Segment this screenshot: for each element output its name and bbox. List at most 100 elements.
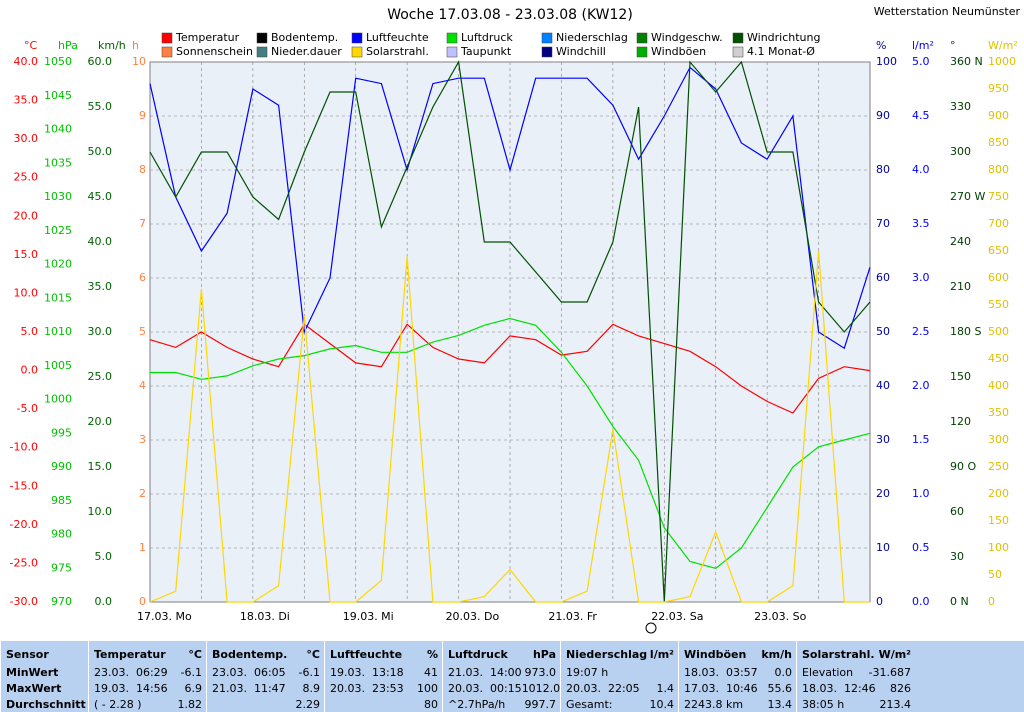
table-row: 17.03. 10:46 55.6 [684,680,792,696]
series-line [150,317,871,569]
y-tick-label: 15.0 [14,248,39,261]
cell-left: Durchschnitt [6,697,86,711]
header-text: Windböen [684,647,747,661]
cell-left: 38:05 h [802,697,845,711]
y-tick-label: 120 [950,415,971,428]
cell-left: ( - 2.28 ) [94,697,142,711]
legend-swatch [161,32,173,44]
legend-swatch [161,46,173,58]
table-header: Windböen km/h [684,644,792,664]
y-tick-label: 35.0 [88,280,113,293]
table-column: Bodentemp. °C 23.03. 06:05 -6.1 21.03. 11:47… [206,641,324,712]
axis-unit: % [876,39,886,52]
y-tick-label: 150 [950,370,971,383]
y-tick-label: 1050 [44,55,72,68]
cell-right: 0.0 [774,665,793,679]
y-tick-label: -30.0 [10,595,38,608]
legend-label: Taupunkt [460,45,512,58]
legend-label: Solarstrahl. [366,45,429,58]
y-tick-label: 60.0 [88,55,113,68]
y-tick-label: 300 [988,433,1009,446]
cell-left: 21.03. 14:00 [448,665,522,679]
table-row: 18.03. 03:57 0.0 [684,664,792,680]
y-tick-label: 40.0 [14,55,39,68]
y-tick-label: 1045 [44,89,72,102]
x-tick-label: 23.03. So [754,610,806,623]
table-row: Gesamt: 10.4 [566,696,674,712]
y-tick-label: 5.0 [95,550,113,563]
table-column: Windböen km/h 18.03. 03:57 0.0 17.03. 10:46 5… [678,641,796,712]
y-tick-label: 400 [988,379,1009,392]
header-text: Luftdruck [448,647,508,661]
cell-left: 17.03. 10:46 [684,681,758,695]
y-tick-label: 80 [876,163,890,176]
cell-right: 41 [424,665,438,679]
cell-right: -6.1 [180,665,202,679]
y-tick-label: 50 [988,568,1002,581]
y-tick-label: 4.5 [912,109,930,122]
table-row: MaxWert [6,680,84,696]
header-unit: % [426,647,438,661]
table-column: Niederschlag l/m² 19:07 h 20.03. 22:05 1.4 Ge… [560,641,678,712]
series-line [149,66,871,350]
y-tick-label: 1020 [44,258,72,271]
y-tick-label: 200 [988,487,1009,500]
y-tick-label: 70 [876,217,890,230]
y-tick-label: -15.0 [10,479,38,492]
y-tick-label: 1005 [44,359,72,372]
table-header: Sensor [6,644,84,664]
cell-right: 826 [890,681,911,695]
y-tick-label: 35.0 [14,94,39,107]
y-tick-label: 900 [988,109,1009,122]
cell-right: 10.4 [649,697,675,711]
table-header: Niederschlag l/m² [566,644,674,664]
y-tick-label: 15.0 [88,460,113,473]
table-row: 38:05 h 213.4 [802,696,911,712]
y-tick-label: 850 [988,136,1009,149]
x-tick-label: 19.03. Mi [343,610,394,623]
y-tick-label: 2 [139,487,146,500]
table-row: 23.03. 06:05 -6.1 [212,664,320,680]
table-header: Bodentemp. °C [212,644,320,664]
cell-left: 20.03. 23:53 [330,681,404,695]
y-tick-label: 45.0 [88,190,113,203]
legend-label: Luftfeuchte [366,31,429,44]
header-unit: l/m² [649,647,674,661]
header-unit: °C [188,647,202,661]
table-row: 18.03. 12:46 826 [802,680,911,696]
legend-swatch [636,32,648,44]
y-tick-label: 700 [988,217,1009,230]
header-text: Bodentemp. [212,647,288,661]
cell-left: MaxWert [6,681,62,695]
cell-left: 19.03. 14:56 [94,681,168,695]
stats-table: Sensor MinWert MaxWert Durchschnitt Temperat… [0,641,1024,712]
y-tick-label: 20 [876,487,890,500]
y-tick-label: 3 [139,433,146,446]
table-column: Solarstrahl. W/m² Elevation -31.687 18.03. 1… [796,641,915,712]
cell-left: 21.03. 11:47 [212,681,286,695]
axis-unit: W/m² [988,39,1018,52]
y-tick-label: 10 [132,55,146,68]
y-tick-label: 0.0 [21,364,39,377]
cell-right: 55.6 [767,681,793,695]
y-tick-label: 210 [950,280,971,293]
y-tick-label: 40 [876,379,890,392]
x-tick-label: 22.03. Sa [651,610,703,623]
cell-right: 213.4 [879,697,912,711]
y-tick-label: 750 [988,190,1009,203]
y-tick-label: 2.5 [912,325,930,338]
cell-right: 1.4 [656,681,675,695]
y-tick-label: 5.0 [912,55,930,68]
y-tick-label: 1025 [44,224,72,237]
cell-right: 80 [424,697,438,711]
y-tick-label: 800 [988,163,1009,176]
y-tick-label: 650 [988,244,1009,257]
legend-swatch [351,46,363,58]
y-tick-label: 240 [950,235,971,248]
table-column: Temperatur °C 23.03. 06:29 -6.1 19.03. 14:56… [88,641,206,712]
y-tick-label: 1 [139,541,146,554]
table-column: Luftfeuchte% 19.03. 13:18 41 20.03. 23:53 10… [324,641,442,712]
y-tick-label: 0 [876,595,883,608]
table-row: 2243.8 km 13.4 [684,696,792,712]
